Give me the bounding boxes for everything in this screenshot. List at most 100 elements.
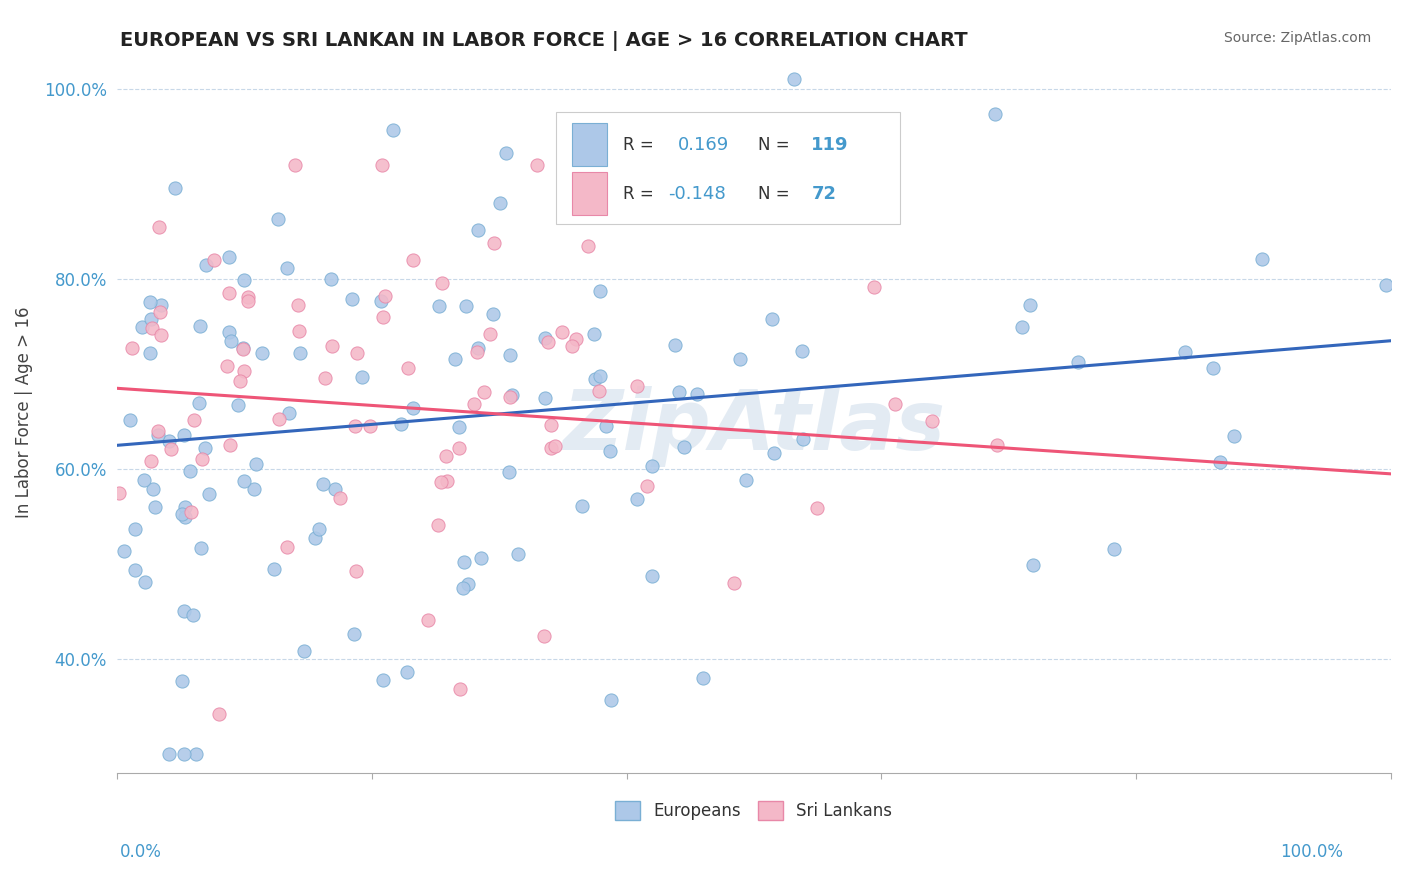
- Point: [782, 162, 804, 177]
- Point: [1201, 361, 1223, 376]
- Point: [588, 384, 610, 399]
- Point: [589, 369, 612, 384]
- Point: [501, 388, 523, 402]
- Text: N =: N =: [758, 136, 789, 153]
- Point: [465, 344, 488, 359]
- Point: [1223, 429, 1246, 443]
- Point: [373, 310, 395, 325]
- Point: [495, 145, 517, 160]
- Point: [174, 500, 197, 514]
- Point: [245, 457, 267, 471]
- Point: [474, 384, 496, 399]
- Point: [1174, 344, 1197, 359]
- Point: [112, 544, 135, 558]
- Text: ZipAtlas: ZipAtlas: [562, 386, 945, 467]
- Point: [806, 500, 828, 515]
- Point: [287, 298, 309, 312]
- Point: [986, 438, 1008, 452]
- Point: [883, 397, 905, 411]
- Point: [202, 253, 225, 268]
- Text: R =: R =: [623, 136, 654, 153]
- Point: [312, 477, 335, 491]
- Point: [346, 345, 368, 359]
- Point: [626, 379, 648, 393]
- Text: 100.0%: 100.0%: [1279, 843, 1343, 861]
- Point: [173, 747, 195, 762]
- Point: [534, 391, 557, 405]
- Point: [141, 321, 163, 335]
- Point: [463, 397, 485, 411]
- Point: [314, 371, 336, 385]
- Point: [149, 305, 172, 319]
- Point: [190, 541, 212, 555]
- Point: [1209, 455, 1232, 469]
- Point: [179, 464, 201, 478]
- Point: [183, 608, 205, 623]
- Point: [157, 747, 180, 762]
- Point: [508, 547, 530, 561]
- Text: R =: R =: [623, 185, 654, 202]
- Point: [283, 158, 305, 172]
- Point: [370, 158, 392, 172]
- Point: [1250, 252, 1272, 266]
- Point: [583, 372, 606, 386]
- Point: [1102, 542, 1125, 557]
- Point: [1375, 277, 1398, 292]
- Point: [173, 604, 195, 618]
- Point: [723, 576, 745, 591]
- Point: [582, 327, 605, 342]
- Point: [148, 424, 170, 438]
- Point: [194, 441, 217, 455]
- Point: [1011, 320, 1033, 334]
- Point: [218, 438, 240, 452]
- Point: [157, 434, 180, 449]
- Point: [159, 442, 181, 456]
- Point: [389, 417, 412, 432]
- Point: [454, 299, 477, 313]
- Point: [232, 272, 254, 286]
- Point: [761, 312, 783, 326]
- Point: [489, 195, 512, 210]
- Point: [340, 292, 363, 306]
- Point: [138, 346, 160, 360]
- Bar: [572, 172, 607, 216]
- Point: [792, 433, 814, 447]
- Point: [395, 665, 418, 680]
- Point: [319, 271, 342, 285]
- Bar: [572, 123, 607, 166]
- Point: [686, 386, 709, 401]
- Point: [190, 319, 212, 334]
- Point: [418, 613, 440, 627]
- Point: [641, 569, 664, 583]
- Point: [782, 72, 804, 87]
- Point: [692, 132, 714, 146]
- Point: [427, 299, 450, 313]
- Point: [692, 671, 714, 685]
- Point: [540, 441, 562, 455]
- Point: [186, 747, 208, 762]
- Point: [578, 239, 600, 253]
- Point: [146, 428, 169, 442]
- Point: [668, 385, 690, 400]
- Point: [141, 454, 163, 468]
- Point: [478, 326, 501, 341]
- Point: [269, 412, 291, 426]
- Point: [432, 277, 454, 291]
- Point: [447, 441, 470, 455]
- Point: [139, 294, 162, 309]
- Point: [236, 293, 259, 308]
- Text: EUROPEAN VS SRI LANKAN IN LABOR FORCE | AGE > 16 CORRELATION CHART: EUROPEAN VS SRI LANKAN IN LABOR FORCE | …: [120, 31, 967, 51]
- Point: [172, 507, 194, 521]
- Point: [537, 334, 560, 349]
- Point: [427, 518, 450, 533]
- Point: [600, 693, 623, 707]
- Point: [436, 474, 458, 488]
- Point: [321, 339, 343, 353]
- Text: -0.148: -0.148: [668, 185, 727, 202]
- Point: [118, 413, 141, 427]
- Point: [218, 326, 240, 340]
- Point: [672, 440, 695, 454]
- Text: 72: 72: [811, 185, 837, 202]
- Y-axis label: In Labor Force | Age > 16: In Labor Force | Age > 16: [15, 306, 32, 517]
- Point: [664, 338, 686, 352]
